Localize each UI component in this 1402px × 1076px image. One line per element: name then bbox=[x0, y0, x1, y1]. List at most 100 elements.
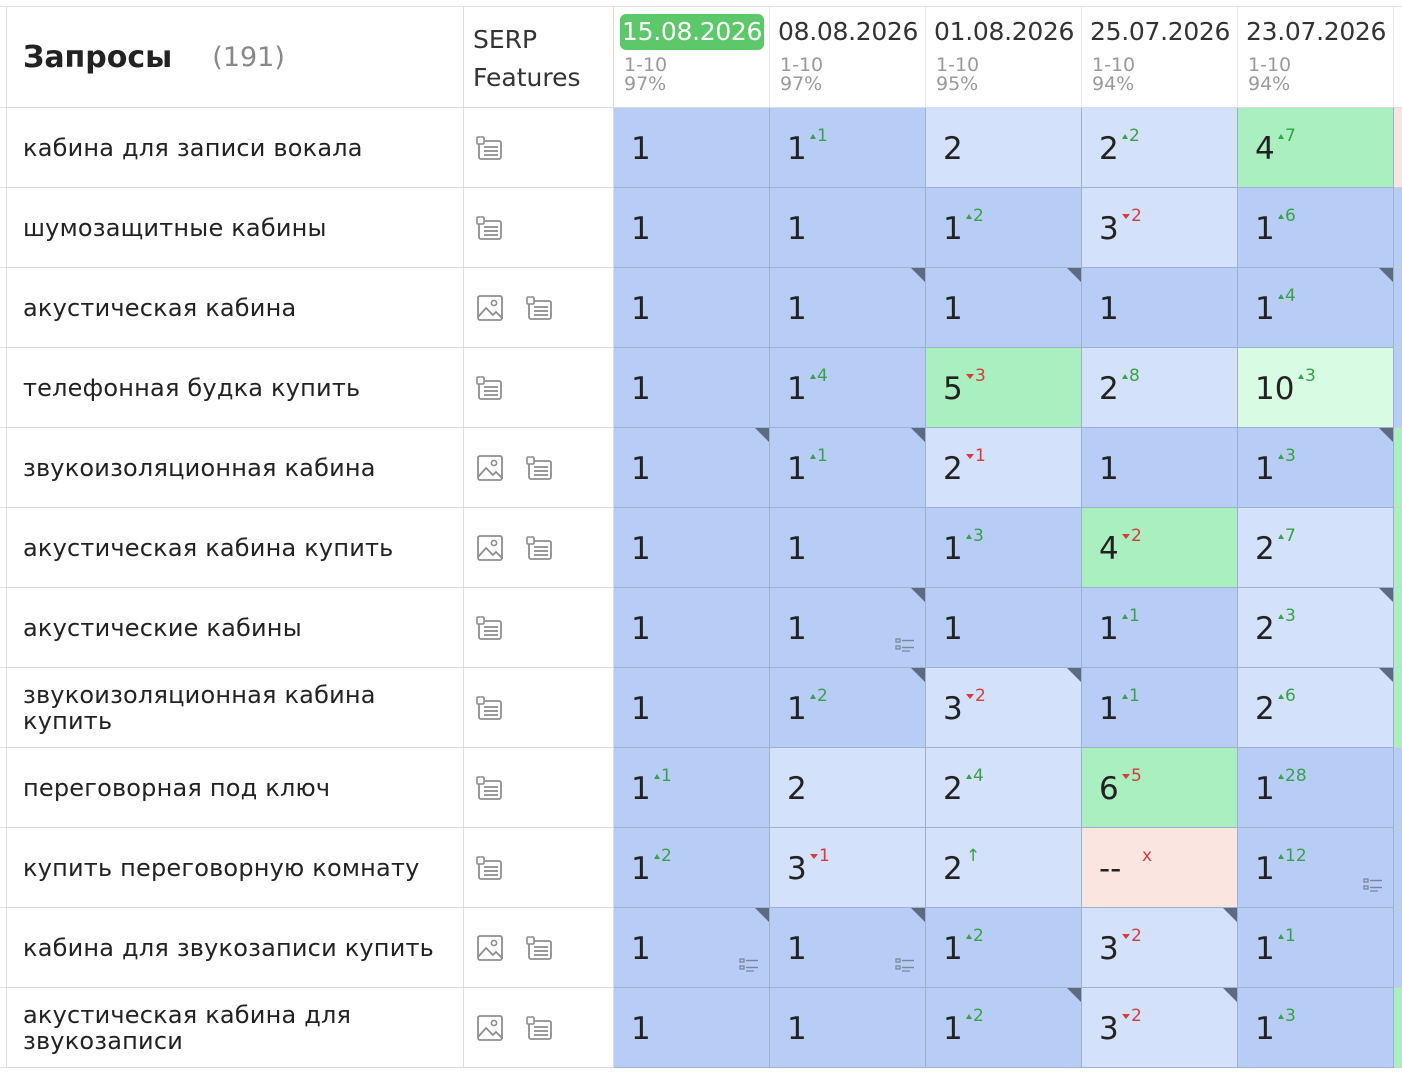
serp-image-icon[interactable] bbox=[475, 293, 505, 323]
serp-list-icon[interactable] bbox=[475, 773, 505, 803]
query-cell[interactable]: акустическая кабина для звукозаписи bbox=[6, 988, 464, 1068]
note-corner-icon[interactable] bbox=[755, 908, 769, 922]
query-cell[interactable]: акустическая кабина купить bbox=[6, 508, 464, 588]
note-corner-icon[interactable] bbox=[755, 428, 769, 442]
serp-list-icon[interactable] bbox=[525, 453, 555, 483]
date-column-header[interactable]: 15.08.2026 1-10 97% bbox=[614, 7, 770, 108]
position-cell[interactable]: 1 bbox=[614, 988, 770, 1068]
note-corner-icon[interactable] bbox=[1067, 268, 1081, 282]
serp-list-icon[interactable] bbox=[525, 533, 555, 563]
position-cell[interactable]: 1 bbox=[614, 188, 770, 268]
serp-image-icon[interactable] bbox=[475, 933, 505, 963]
query-cell[interactable]: телефонная будка купить bbox=[6, 348, 464, 428]
position-cell[interactable]: 1 bbox=[614, 908, 770, 988]
query-cell[interactable]: акустические кабины bbox=[6, 588, 464, 668]
serp-image-icon[interactable] bbox=[475, 453, 505, 483]
position-cell[interactable]: 1 bbox=[614, 428, 770, 508]
position-cell[interactable]: 1 bbox=[614, 108, 770, 188]
position-cell[interactable]: 2 bbox=[926, 108, 1082, 188]
position-cell[interactable]: 1 bbox=[1082, 268, 1238, 348]
serp-list-icon[interactable] bbox=[525, 1013, 555, 1043]
serp-list-icon[interactable] bbox=[525, 293, 555, 323]
note-corner-icon[interactable] bbox=[911, 908, 925, 922]
position-cell[interactable]: 1 12 bbox=[1238, 828, 1394, 908]
date-column-header[interactable]: 08.08.2026 1-10 97% bbox=[770, 7, 926, 108]
query-cell[interactable]: переговорная под ключ bbox=[6, 748, 464, 828]
position-cell[interactable]: 1 bbox=[926, 268, 1082, 348]
position-cell[interactable]: 10 3 bbox=[1238, 348, 1394, 428]
snippet-list-icon[interactable] bbox=[739, 957, 759, 977]
snippet-list-icon[interactable] bbox=[895, 637, 915, 657]
position-cell[interactable]: 1 bbox=[614, 668, 770, 748]
query-cell[interactable]: кабина для записи вокала bbox=[6, 108, 464, 188]
position-cell[interactable]: 1 bbox=[770, 188, 926, 268]
note-corner-icon[interactable] bbox=[1067, 668, 1081, 682]
snippet-list-icon[interactable] bbox=[1363, 877, 1383, 897]
note-corner-icon[interactable] bbox=[911, 428, 925, 442]
note-corner-icon[interactable] bbox=[911, 588, 925, 602]
position-cell[interactable]: 1 bbox=[614, 588, 770, 668]
note-corner-icon[interactable] bbox=[1379, 268, 1393, 282]
serp-list-icon[interactable] bbox=[475, 613, 505, 643]
position-cell[interactable]: 2 bbox=[770, 748, 926, 828]
serp-list-icon[interactable] bbox=[475, 693, 505, 723]
position-cell[interactable]: 1 bbox=[770, 508, 926, 588]
date-column-header[interactable]: 25.07.2026 1-10 94% bbox=[1082, 7, 1238, 108]
note-corner-icon[interactable] bbox=[1379, 668, 1393, 682]
position-cell[interactable]: 2 ↑ bbox=[926, 828, 1082, 908]
position-cell[interactable]: 1 bbox=[926, 588, 1082, 668]
position-cell[interactable]: 1 28 bbox=[1238, 748, 1394, 828]
query-cell[interactable]: шумозащитные кабины bbox=[6, 188, 464, 268]
note-corner-icon[interactable] bbox=[1223, 988, 1237, 1002]
note-corner-icon[interactable] bbox=[1379, 588, 1393, 602]
position-cell[interactable]: -- x bbox=[1082, 828, 1238, 908]
query-cell[interactable]: купить переговорную комнату bbox=[6, 828, 464, 908]
position-cell[interactable]: 1 bbox=[770, 988, 926, 1068]
position-cell[interactable]: 1 bbox=[614, 348, 770, 428]
serp-list-icon[interactable] bbox=[525, 933, 555, 963]
date-column-header[interactable]: 23.07.2026 1-10 94% bbox=[1238, 7, 1394, 108]
query-cell[interactable]: звукоизоляционная кабина купить bbox=[6, 668, 464, 748]
date-column-header[interactable]: 01.08.2026 1-10 95% bbox=[926, 7, 1082, 108]
position-cell[interactable]: 1 bbox=[770, 908, 926, 988]
serp-list-icon[interactable] bbox=[475, 213, 505, 243]
serp-list-icon[interactable] bbox=[475, 373, 505, 403]
query-cell[interactable]: кабина для звукозаписи купить bbox=[6, 908, 464, 988]
query-cell[interactable]: звукоизоляционная кабина bbox=[6, 428, 464, 508]
note-corner-icon[interactable] bbox=[1379, 428, 1393, 442]
position-cell[interactable]: 1 bbox=[770, 268, 926, 348]
note-corner-icon[interactable] bbox=[1223, 908, 1237, 922]
note-corner-icon[interactable] bbox=[911, 668, 925, 682]
note-corner-icon[interactable] bbox=[911, 268, 925, 282]
serp-list-icon[interactable] bbox=[475, 853, 505, 883]
position-cell[interactable]: 1 bbox=[614, 508, 770, 588]
